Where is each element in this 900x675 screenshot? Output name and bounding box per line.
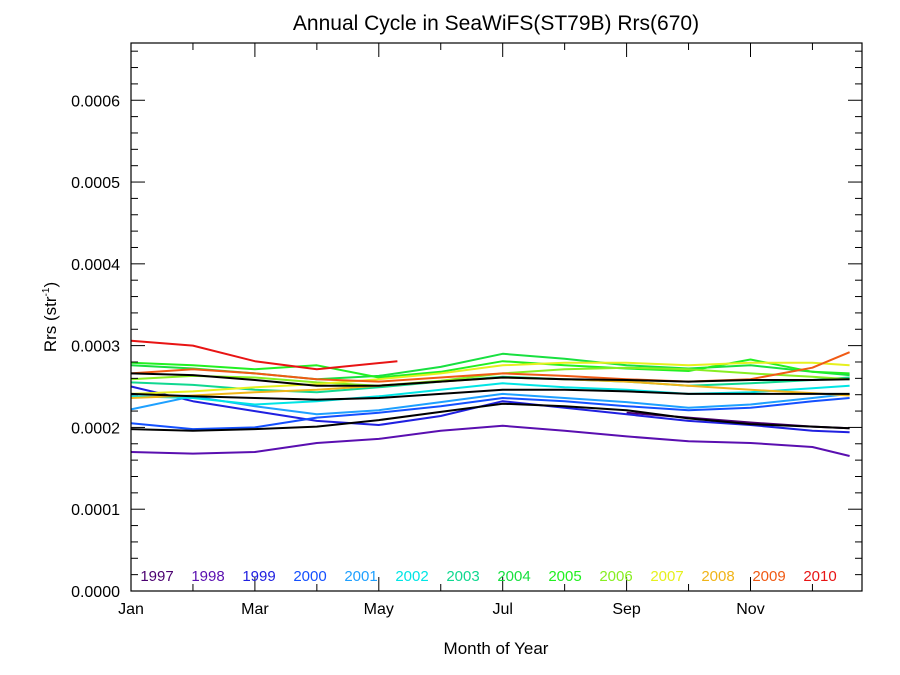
- series-line-mean-15: [130, 372, 850, 387]
- axis-ticks: [130, 43, 862, 592]
- y-axis-label: Rrs (str-1): [41, 282, 60, 352]
- legend-entry-2005: 2005: [548, 568, 581, 585]
- y-axis-label-close: ): [41, 282, 60, 288]
- series-line-1998: [130, 424, 850, 457]
- legend-entry-2001: 2001: [344, 568, 377, 585]
- series-line-2007: [130, 361, 850, 395]
- legend-entry-1999: 1999: [242, 568, 275, 585]
- series-line-2010: [130, 339, 398, 371]
- legend-entry-1997: 1997: [140, 568, 173, 585]
- series-line-2001: [130, 392, 850, 416]
- legend-entry-2000: 2000: [293, 568, 326, 585]
- axis-tick-labels: 0.0000 0.0001 0.0002 0.0003 0.0004 0.0005 0.00…: [71, 93, 765, 618]
- legend-entry-2008: 2008: [701, 568, 734, 585]
- y-axis-label-main: Rrs (str: [41, 296, 60, 352]
- x-tick-label: Nov: [736, 601, 764, 618]
- y-tick-label: 0.0005: [71, 175, 120, 192]
- legend-entry-2009: 2009: [752, 568, 785, 585]
- x-tick-label: Jul: [492, 601, 512, 618]
- legend-entry-2003: 2003: [446, 568, 479, 585]
- legend-entry-2010: 2010: [803, 568, 836, 585]
- series-line-mean-16: [130, 402, 850, 432]
- legend-entry-1998: 1998: [191, 568, 224, 585]
- series-line-2000: [130, 397, 850, 431]
- y-tick-label: 0.0004: [71, 257, 120, 274]
- y-tick-label: 0.0006: [71, 93, 120, 110]
- series-line-mean-14: [130, 388, 850, 401]
- y-axis-label-superscript: -1: [41, 287, 52, 296]
- year-legend: 1997 1998 1999 2000 2001 2002 2003 2004 2005 2006…: [140, 568, 836, 585]
- x-tick-label: Mar: [241, 601, 269, 618]
- x-tick-label: Sep: [612, 601, 641, 618]
- y-tick-label: 0.0000: [71, 584, 120, 601]
- y-tick-label: 0.0003: [71, 339, 120, 356]
- y-tick-label: 0.0001: [71, 502, 120, 519]
- series-line-2005: [130, 358, 850, 379]
- plot-lines: [130, 339, 850, 457]
- legend-entry-2004: 2004: [497, 568, 530, 585]
- plot-frame: [130, 42, 863, 592]
- legend-entry-2002: 2002: [395, 568, 428, 585]
- y-tick-label: 0.0002: [71, 420, 120, 437]
- legend-entry-2007: 2007: [650, 568, 683, 585]
- x-tick-label: Jan: [118, 601, 144, 618]
- x-axis-label: Month of Year: [444, 639, 549, 658]
- chart-title: Annual Cycle in SeaWiFS(ST79B) Rrs(670): [293, 12, 699, 35]
- series-line-2002: [130, 382, 850, 406]
- legend-entry-2006: 2006: [599, 568, 632, 585]
- x-tick-label: May: [364, 601, 394, 618]
